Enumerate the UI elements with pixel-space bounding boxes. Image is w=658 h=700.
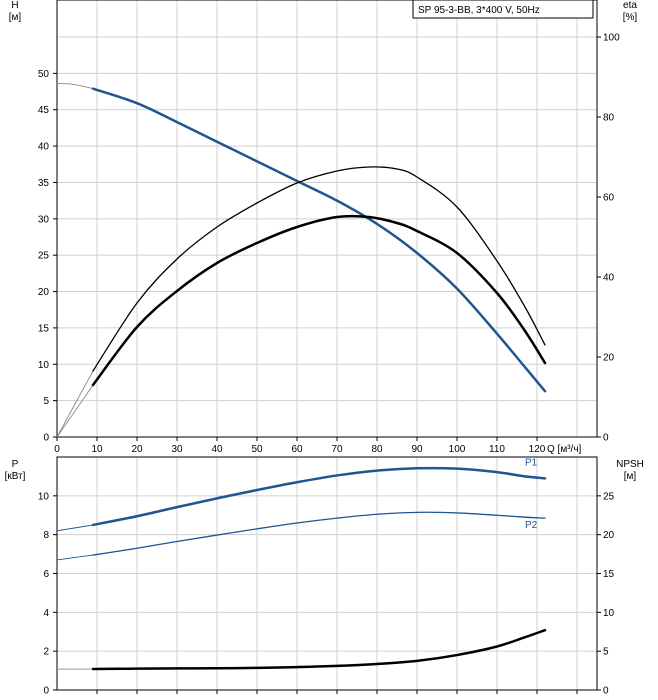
series-P2-line <box>92 511 546 556</box>
y-left-tick-label: 10 <box>38 360 50 371</box>
y-right-tick-label: 20 <box>603 353 615 364</box>
top-chart-panel: 05101520253035404550020406080100H[м]eta[… <box>9 0 638 455</box>
y-left-tick-label: 2 <box>43 647 49 658</box>
y-left-tick-label: 30 <box>38 214 50 225</box>
y-left-tick-label: 5 <box>43 396 49 407</box>
y-left-tick-label: 0 <box>43 433 49 444</box>
y-left-tick-label: 15 <box>38 323 50 334</box>
y-right-tick-label: 5 <box>603 647 609 658</box>
y-right-axis-unit: [%] <box>623 12 638 23</box>
y-left-tick-label: 4 <box>43 608 49 619</box>
series-eta_thick-line <box>91 214 547 387</box>
series-NPSH-line <box>91 628 547 671</box>
x-tick-label: 90 <box>411 444 423 455</box>
y-left-tick-label: 35 <box>38 178 50 189</box>
series-eta_thick-extension <box>56 384 94 438</box>
y-left-tick-label: 10 <box>38 491 50 502</box>
series-eta_thin-line <box>92 166 546 372</box>
series-H-line <box>91 87 547 393</box>
y-right-tick-label: 25 <box>603 491 615 502</box>
y-left-tick-label: 20 <box>38 287 50 298</box>
series-P2-extension <box>56 554 94 561</box>
x-tick-label: 120 <box>529 444 546 455</box>
y-left-tick-label: 50 <box>38 69 50 80</box>
y-right-axis-unit: [м] <box>624 471 637 482</box>
y-right-tick-label: 0 <box>603 433 609 444</box>
y-right-axis-label: NPSH <box>616 459 644 470</box>
x-tick-label: 20 <box>131 444 143 455</box>
y-left-axis-unit: [м] <box>9 12 22 23</box>
y-right-tick-label: 15 <box>603 569 615 580</box>
x-tick-label: 100 <box>449 444 466 455</box>
x-tick-label: 70 <box>331 444 343 455</box>
y-right-tick-label: 40 <box>603 273 615 284</box>
series-P1-label: P1 <box>525 458 538 469</box>
y-right-tick-label: 60 <box>603 193 615 204</box>
title-box-frame <box>412 0 594 19</box>
series-P1-line <box>91 466 547 527</box>
x-tick-label: 50 <box>251 444 263 455</box>
y-right-axis-label: eta <box>623 0 637 11</box>
y-right-tick-label: 10 <box>603 608 615 619</box>
y-left-tick-label: 25 <box>38 251 50 262</box>
x-tick-label: 110 <box>489 444 505 455</box>
y-left-tick-label: 6 <box>43 569 49 580</box>
y-left-axis-label: H <box>11 0 18 11</box>
title-box: SP 95-3-BB, 3*400 V, 50Hz <box>412 0 594 19</box>
y-left-tick-label: 40 <box>38 142 50 153</box>
y-left-axis-unit: [кВт] <box>5 471 26 482</box>
series-P2-label: P2 <box>525 520 538 531</box>
x-tick-label: 10 <box>91 444 103 455</box>
y-left-axis-label: P <box>12 459 19 470</box>
bottom-chart-panel: 0 2 4 6 8 10 0 5 10 15 20 25 P[кВт] NPSH[м] P1 P2 <box>5 456 644 697</box>
y-right-tick-label: 0 <box>603 686 609 697</box>
y-right-tick-label: 80 <box>603 113 615 124</box>
y-left-tick-label: 0 <box>43 686 49 697</box>
y-right-tick-label: 100 <box>603 33 620 44</box>
x-tick-label: 0 <box>54 444 60 455</box>
x-axis-label: Q [м³/ч] <box>547 444 582 455</box>
x-tick-label: 40 <box>211 444 223 455</box>
series-H-extension <box>56 83 94 90</box>
y-right-tick-label: 20 <box>603 530 615 541</box>
title-box-text: SP 95-3-BB, 3*400 V, 50Hz <box>418 5 540 16</box>
y-left-tick-label: 45 <box>38 105 50 116</box>
series-eta_thin-extension <box>56 370 94 438</box>
x-tick-label: 80 <box>371 444 383 455</box>
series-P1-extension <box>56 524 94 532</box>
x-tick-label: 60 <box>291 444 303 455</box>
x-tick-label: 30 <box>171 444 183 455</box>
y-left-tick-label: 8 <box>43 530 49 541</box>
